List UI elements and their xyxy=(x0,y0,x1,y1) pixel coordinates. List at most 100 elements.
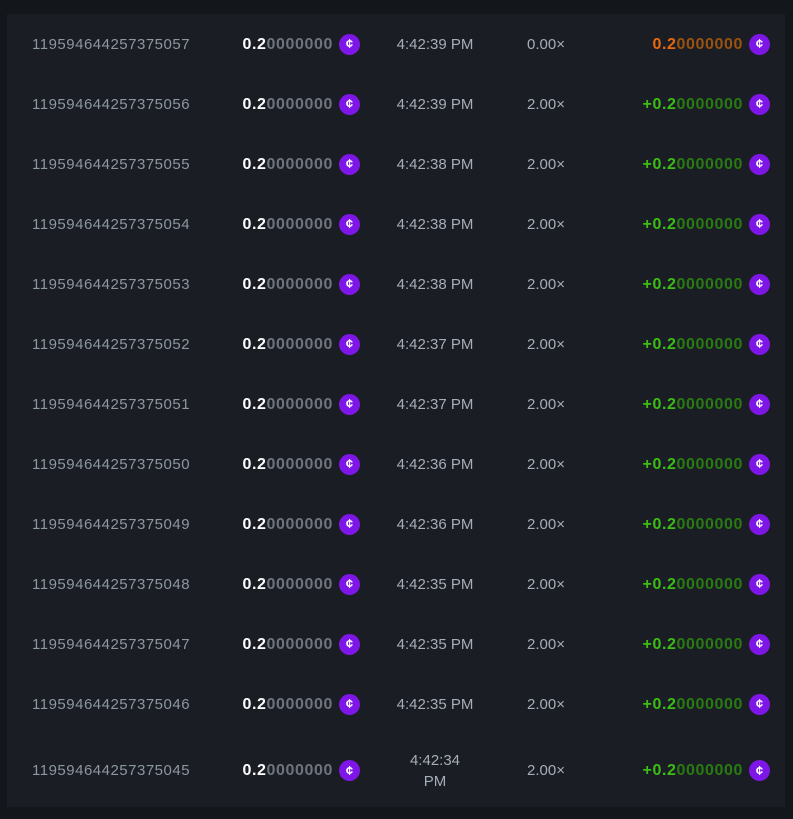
coin-cents-icon: ¢ xyxy=(749,33,770,55)
bet-amount-value: 0.2 xyxy=(242,155,267,173)
bet-id: 119594644257375053 xyxy=(32,275,191,293)
bet-amount: 0.20000000 ¢ xyxy=(212,393,360,415)
bet-amount: 0.20000000 ¢ xyxy=(212,453,360,475)
table-row[interactable]: 119594644257375050 0.20000000 ¢ 4:42:36 … xyxy=(7,434,785,494)
bet-payout-text: +0.20000000 xyxy=(643,694,744,715)
bet-amount-value: 0.2 xyxy=(242,335,267,353)
bet-multiplier: 2.00× xyxy=(527,395,565,413)
bet-multiplier: 2.00× xyxy=(527,155,565,173)
bet-amount-text: 0.20000000 xyxy=(242,334,333,355)
bet-time: 4:42:37 PM xyxy=(396,395,474,413)
coin-cents-icon: ¢ xyxy=(749,393,770,415)
coin-cents-icon: ¢ xyxy=(749,513,770,535)
bet-multiplier: 2.00× xyxy=(527,762,565,779)
bet-payout-zeros: 0000000 xyxy=(676,335,743,353)
bet-multiplier: 2.00× xyxy=(527,335,565,353)
bet-id: 119594644257375056 xyxy=(32,95,191,113)
coin-cents-icon: ¢ xyxy=(749,153,770,175)
coin-cents-icon: ¢ xyxy=(339,693,360,715)
bet-payout: +0.20000000 ¢ xyxy=(582,393,770,415)
bet-id: 119594644257375049 xyxy=(32,515,191,533)
bet-amount-zeros: 0000000 xyxy=(266,215,333,233)
bet-amount: 0.20000000 ¢ xyxy=(212,633,360,655)
bet-amount-value: 0.2 xyxy=(242,762,267,779)
bet-time: 4:42:35 PM xyxy=(396,575,474,593)
bet-amount-value: 0.2 xyxy=(242,455,267,473)
bet-payout-zeros: 0000000 xyxy=(676,95,743,113)
coin-cents-icon: ¢ xyxy=(339,333,360,355)
bet-payout-value: +0.2 xyxy=(642,155,677,173)
bet-amount-zeros: 0000000 xyxy=(266,395,333,413)
bet-payout-value: +0.2 xyxy=(642,335,677,353)
bet-amount: 0.20000000 ¢ xyxy=(212,153,360,175)
bet-payout-value: +0.2 xyxy=(642,695,677,713)
table-row[interactable]: 119594644257375048 0.20000000 ¢ 4:42:35 … xyxy=(7,554,785,614)
bet-time: 4:42:38 PM xyxy=(396,155,474,173)
bet-payout-text: +0.20000000 xyxy=(643,94,744,115)
bet-amount-value: 0.2 xyxy=(242,95,267,113)
coin-cents-icon: ¢ xyxy=(749,573,770,595)
bet-multiplier: 2.00× xyxy=(527,275,565,293)
bet-payout-value: +0.2 xyxy=(642,455,677,473)
bet-amount-value: 0.2 xyxy=(242,515,267,533)
coin-cents-icon: ¢ xyxy=(749,93,770,115)
bet-payout-text: +0.20000000 xyxy=(643,574,744,595)
bet-amount-zeros: 0000000 xyxy=(266,635,333,653)
bet-amount-text: 0.20000000 xyxy=(242,454,333,475)
bet-id: 119594644257375047 xyxy=(32,635,191,653)
coin-cents-icon: ¢ xyxy=(749,633,770,655)
bet-payout-text: +0.20000000 xyxy=(643,394,744,415)
table-row[interactable]: 119594644257375049 0.20000000 ¢ 4:42:36 … xyxy=(7,494,785,554)
bet-amount-text: 0.20000000 xyxy=(242,760,333,781)
bet-amount: 0.20000000 ¢ xyxy=(212,273,360,295)
bet-time: 4:42:34 PM xyxy=(409,751,461,790)
bet-amount: 0.20000000 ¢ xyxy=(212,760,360,781)
coin-cents-icon: ¢ xyxy=(339,453,360,475)
bet-payout-zeros: 0000000 xyxy=(676,35,743,53)
coin-cents-icon: ¢ xyxy=(339,393,360,415)
bet-id: 119594644257375052 xyxy=(32,335,191,353)
bet-amount-text: 0.20000000 xyxy=(242,694,333,715)
table-row[interactable]: 119594644257375054 0.20000000 ¢ 4:42:38 … xyxy=(7,194,785,254)
table-row[interactable]: 119594644257375057 0.20000000 ¢ 4:42:39 … xyxy=(7,14,785,74)
bet-time: 4:42:38 PM xyxy=(396,215,474,233)
bet-amount: 0.20000000 ¢ xyxy=(212,93,360,115)
bet-amount: 0.20000000 ¢ xyxy=(212,333,360,355)
bet-multiplier: 2.00× xyxy=(527,635,565,653)
table-row[interactable]: 119594644257375056 0.20000000 ¢ 4:42:39 … xyxy=(7,74,785,134)
coin-cents-icon: ¢ xyxy=(749,693,770,715)
coin-cents-icon: ¢ xyxy=(339,633,360,655)
coin-cents-icon: ¢ xyxy=(339,760,360,781)
table-row[interactable]: 119594644257375045 0.20000000 ¢ 4:42:34 … xyxy=(7,734,785,807)
table-row[interactable]: 119594644257375052 0.20000000 ¢ 4:42:37 … xyxy=(7,314,785,374)
coin-cents-icon: ¢ xyxy=(749,213,770,235)
coin-cents-icon: ¢ xyxy=(339,33,360,55)
bet-time: 4:42:36 PM xyxy=(396,515,474,533)
bet-time: 4:42:39 PM xyxy=(396,35,474,53)
bet-payout-zeros: 0000000 xyxy=(676,695,743,713)
bet-id: 119594644257375050 xyxy=(32,455,191,473)
coin-cents-icon: ¢ xyxy=(339,513,360,535)
bet-amount-value: 0.2 xyxy=(242,695,267,713)
bet-id: 119594644257375054 xyxy=(32,215,191,233)
bet-amount: 0.20000000 ¢ xyxy=(212,513,360,535)
bet-payout-value: +0.2 xyxy=(642,95,677,113)
bet-amount-text: 0.20000000 xyxy=(242,34,333,55)
table-row[interactable]: 119594644257375047 0.20000000 ¢ 4:42:35 … xyxy=(7,614,785,674)
table-row[interactable]: 119594644257375051 0.20000000 ¢ 4:42:37 … xyxy=(7,374,785,434)
bet-amount-value: 0.2 xyxy=(242,575,267,593)
bet-payout-text: 0.20000000 xyxy=(652,34,743,55)
table-row[interactable]: 119594644257375053 0.20000000 ¢ 4:42:38 … xyxy=(7,254,785,314)
bet-payout: +0.20000000 ¢ xyxy=(582,93,770,115)
bet-payout-zeros: 0000000 xyxy=(676,455,743,473)
table-row[interactable]: 119594644257375046 0.20000000 ¢ 4:42:35 … xyxy=(7,674,785,734)
bet-payout-zeros: 0000000 xyxy=(676,575,743,593)
bet-amount-value: 0.2 xyxy=(242,275,267,293)
bet-amount: 0.20000000 ¢ xyxy=(212,693,360,715)
bet-id: 119594644257375057 xyxy=(32,35,191,53)
bet-payout: 0.20000000 ¢ xyxy=(582,33,770,55)
table-row[interactable]: 119594644257375055 0.20000000 ¢ 4:42:38 … xyxy=(7,134,785,194)
bet-payout-text: +0.20000000 xyxy=(643,334,744,355)
bet-payout-text: +0.20000000 xyxy=(643,514,744,535)
bet-amount-zeros: 0000000 xyxy=(266,335,333,353)
